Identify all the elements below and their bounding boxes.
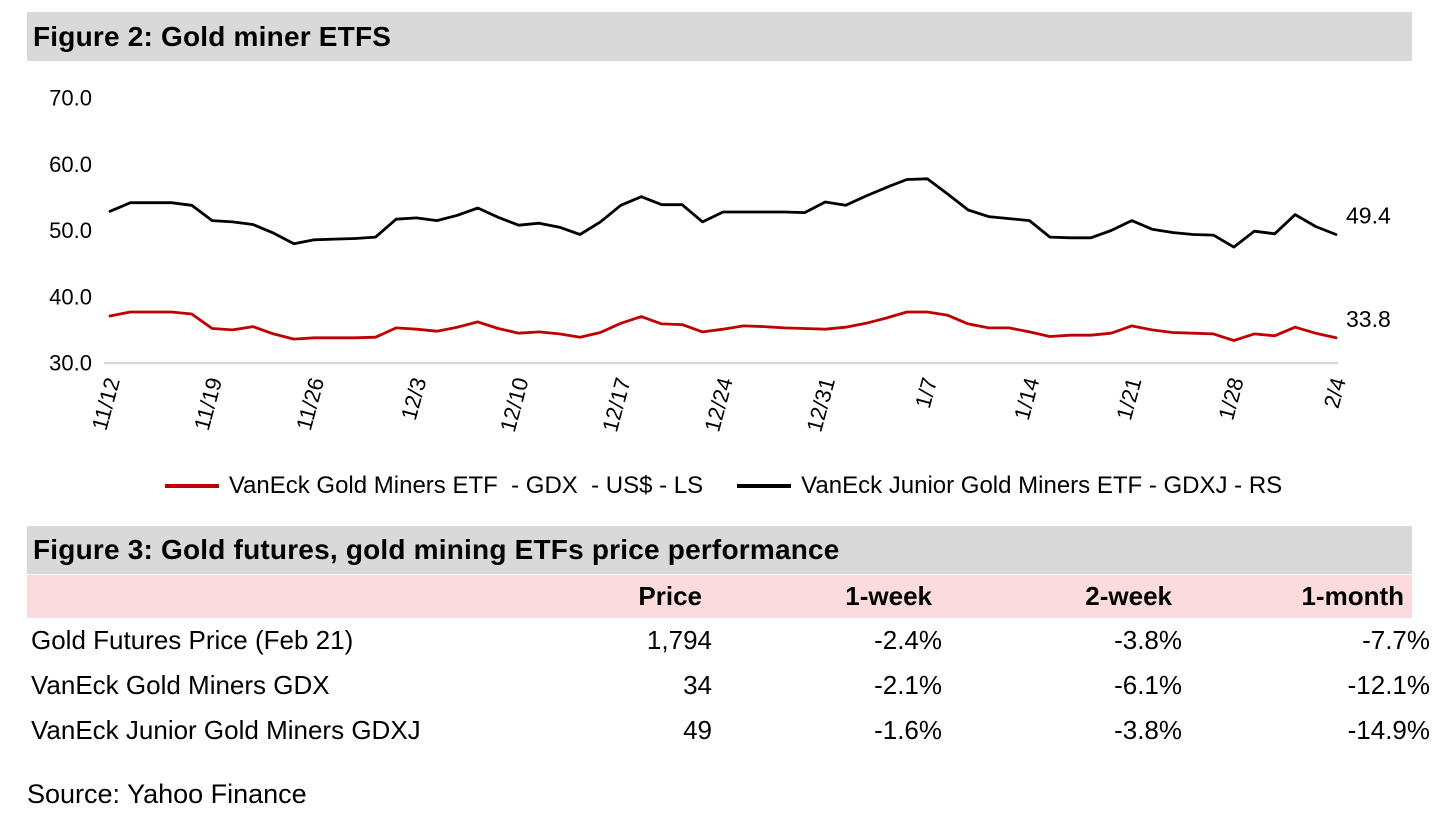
x-tick-label: 1/21 [1111,375,1146,423]
x-tick-label: 1/14 [1009,375,1044,423]
price-performance-table: Price 1-week 2-week 1-month Gold Futures Pr… [27,575,1430,753]
gold-miner-etf-line-chart: 70.060.050.040.030.011/12 11/19 11/26 12/3 1… [49,86,1391,435]
gdxj-end-label: 49.4 [1346,202,1391,228]
gdx-line [108,310,1338,342]
x-tick-label: 12/24 [699,375,737,435]
value-cell: -2.4% [874,625,942,655]
figure3-title-bar: Figure 3: Gold futures, gold mining ETFs… [27,526,1412,574]
gdxj-legend-line-swatch [737,484,792,488]
value-cell: 34 [683,670,712,700]
column-header-2-week: 2-week [1085,581,1172,611]
table-row: VanEck Junior Gold Miners GDXJ 49 -1.6% -3.… [27,708,1430,753]
table-row: VanEck Gold Miners GDX 34 -2.1% -6.1% -12.1% [27,663,1430,708]
x-tick-label: 1/7 [910,375,942,411]
y-tick-label: 70.0 [49,86,92,111]
column-header-1-week: 1-week [845,581,932,611]
value-cell: -12.1% [1347,670,1430,700]
figure3-title: Figure 3: Gold futures, gold mining ETFs… [33,534,840,565]
x-tick-label: 1/28 [1213,375,1248,423]
legend-item-gdxj: VanEck Junior Gold Miners ETF - GDXJ - R… [737,472,1282,500]
table-row: Gold Futures Price (Feb 21) 1,794 -2.4% -3.… [27,618,1430,663]
value-cell: 1,794 [646,625,712,655]
figure2-title: Figure 2: Gold miner ETFS [33,20,392,52]
value-cell: -3.8% [1114,715,1182,745]
row-label: VanEck Gold Miners GDX [31,670,330,700]
gdx-end-label: 33.8 [1346,306,1391,332]
table-header-background [27,575,1412,618]
figure2-title-bar: Figure 2: Gold miner ETFS [27,12,1412,61]
gdx-legend-line-swatch [164,484,219,488]
value-cell: -7.7% [1362,625,1430,655]
value-cell: -14.9% [1347,715,1430,745]
column-header-1-month: 1-month [1301,581,1404,611]
value-cell: -2.1% [874,670,942,700]
row-label: VanEck Junior Gold Miners GDXJ [31,715,421,745]
value-cell: -3.8% [1114,625,1182,655]
legend-item-gdx: VanEck Gold Miners ETF - GDX - US$ - LS [164,472,704,500]
value-cell: 49 [683,715,712,745]
x-tick-label: 12/31 [802,375,840,435]
gdx-legend-label: VanEck Gold Miners ETF - GDX - US$ - LS [228,472,704,499]
y-tick-label: 60.0 [49,152,92,177]
y-tick-label: 30.0 [49,351,92,376]
x-tick-label: 11/12 [87,375,125,433]
y-tick-label: 40.0 [49,284,92,309]
gdxj-line [108,177,1338,249]
x-tick-label: 11/26 [291,375,329,433]
table-header-row: Price 1-week 2-week 1-month [27,575,1430,618]
source-note: Source: Yahoo Finance [27,779,307,809]
x-tick-label: 2/4 [1319,375,1351,411]
table-body: Gold Futures Price (Feb 21) 1,794 -2.4% -3.… [27,618,1430,753]
row-label: Gold Futures Price (Feb 21) [31,625,354,655]
x-tick-label: 12/3 [396,375,431,423]
y-tick-label: 50.0 [49,218,92,243]
value-cell: -6.1% [1114,670,1182,700]
gdxj-legend-label: VanEck Junior Gold Miners ETF - GDXJ - R… [801,472,1283,499]
table-corner-cell [27,575,430,618]
chart-legend: VanEck Gold Miners ETF - GDX - US$ - LS V… [0,472,1447,500]
x-tick-label: 11/19 [189,375,227,433]
value-cell: -1.6% [874,715,942,745]
column-header-price: Price [638,581,702,611]
table-header-row: Price 1-week 2-week 1-month [27,575,1430,618]
x-tick-label: 12/10 [495,375,533,435]
x-tick-label: 12/17 [597,375,635,435]
